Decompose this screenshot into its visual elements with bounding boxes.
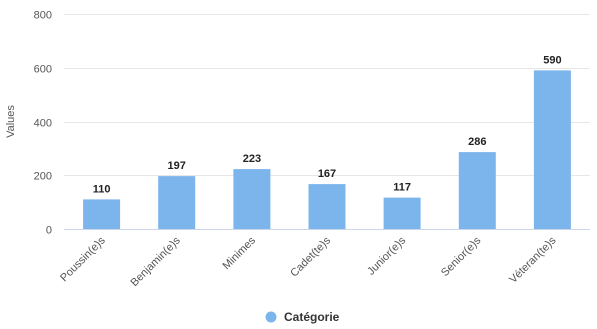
bar[interactable] <box>458 152 496 229</box>
data-label: 286 <box>468 136 486 148</box>
bar[interactable] <box>308 184 346 229</box>
data-labels: 110 197 223 167 117 286 590 <box>93 54 562 195</box>
bar[interactable] <box>83 199 121 229</box>
x-tick-label: Véteran(te)s <box>507 234 559 286</box>
data-label: 197 <box>168 160 186 172</box>
legend-label: Catégorie <box>284 310 340 324</box>
data-label: 110 <box>93 183 111 195</box>
x-tick-label: Poussin(e)s <box>58 234 108 284</box>
y-axis-title: Values <box>5 105 17 138</box>
data-label: 117 <box>393 182 411 194</box>
x-tick-label: Cadet(te)s <box>288 234 333 279</box>
y-tick-label: 0 <box>46 225 52 237</box>
data-label: 167 <box>318 168 336 180</box>
x-tick-label: Junior(e)s <box>365 234 408 277</box>
x-tick-label: Senior(e)s <box>439 234 484 279</box>
legend-marker <box>265 311 277 323</box>
data-label: 590 <box>543 54 561 66</box>
x-tick-label: Minimes <box>221 234 259 272</box>
legend[interactable]: Catégorie <box>265 310 340 324</box>
x-axis-ticks: Poussin(e)s Benjamin(e)s Minimes Cadet(te)s… <box>58 234 559 289</box>
y-tick-label: 200 <box>34 171 52 183</box>
data-label: 223 <box>243 153 261 165</box>
x-tick-label: Benjamin(e)s <box>129 234 184 289</box>
y-axis-ticks: 0 200 400 600 800 <box>34 10 52 237</box>
y-tick-label: 600 <box>34 64 52 76</box>
bar[interactable] <box>158 176 196 229</box>
bar[interactable] <box>233 169 271 229</box>
grid-lines <box>64 14 590 230</box>
y-tick-label: 400 <box>34 118 52 130</box>
y-tick-label: 800 <box>34 10 52 22</box>
bars <box>83 70 571 230</box>
bar[interactable] <box>533 70 571 230</box>
bar[interactable] <box>383 197 421 229</box>
